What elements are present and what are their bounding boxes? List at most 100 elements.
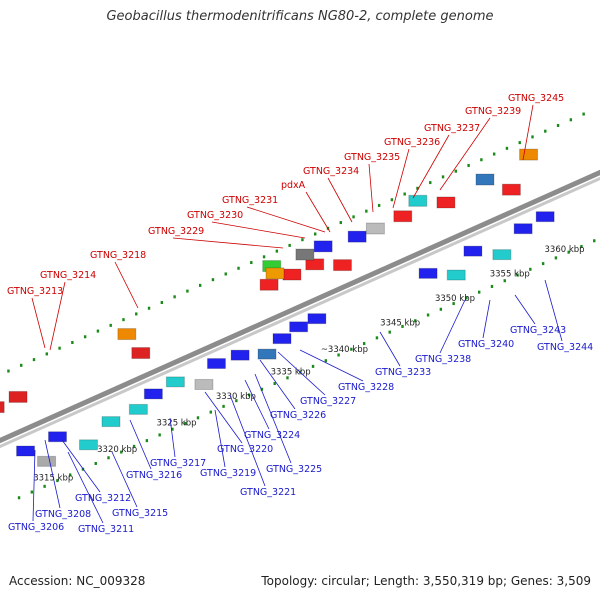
gene-leader — [44, 439, 61, 509]
upper-tick — [211, 278, 215, 282]
upper-tick — [58, 346, 61, 350]
gene-box — [265, 267, 285, 280]
gene-label: GTNG_3234 — [303, 166, 359, 177]
lower-tick — [171, 427, 174, 431]
gene-box — [16, 445, 36, 457]
gene-leader — [277, 351, 326, 396]
gene-leader — [514, 294, 536, 325]
gene-box — [365, 222, 385, 235]
gene-label: GTNG_3235 — [344, 152, 400, 163]
ruler-label: 3330 kbp — [216, 392, 256, 402]
lower-tick — [375, 336, 379, 340]
gene-box — [272, 333, 292, 345]
gene-leader — [379, 331, 401, 367]
gene-label: GTNG_3212 — [75, 493, 131, 504]
gene-box — [117, 328, 137, 341]
gene-box — [393, 210, 413, 223]
gene-label: GTNG_3214 — [40, 270, 96, 281]
gene-box — [48, 431, 68, 443]
gene-box — [194, 378, 214, 390]
upper-tick — [544, 129, 547, 133]
upper-tick — [160, 301, 164, 305]
upper-tick — [198, 283, 202, 287]
upper-tick — [403, 192, 406, 196]
lower-tick — [541, 262, 545, 266]
upper-tick — [186, 289, 189, 293]
gene-label: GTNG_3211 — [78, 524, 134, 535]
lower-tick — [362, 342, 366, 346]
lower-tick — [593, 239, 596, 243]
gene-leader — [229, 394, 266, 487]
gene-label: GTNG_3245 — [508, 93, 564, 104]
lower-tick — [120, 450, 123, 454]
gene-label: GTNG_3224 — [244, 430, 300, 441]
upper-tick — [250, 261, 253, 265]
lower-tick — [30, 490, 34, 494]
upper-tick — [224, 272, 227, 276]
lower-tick — [17, 496, 21, 500]
lower-tick — [196, 416, 200, 420]
upper-tick — [147, 306, 151, 310]
lower-tick — [68, 473, 72, 477]
lower-tick — [132, 444, 136, 448]
gene-box — [408, 194, 428, 207]
upper-tick — [480, 158, 483, 162]
upper-tick — [582, 112, 585, 116]
upper-tick — [454, 169, 458, 173]
lower-tick — [580, 244, 583, 248]
gene-box — [131, 347, 151, 360]
ruler-label: ~3340 kbp — [321, 345, 368, 355]
upper-tick — [237, 266, 240, 270]
gene-leader — [246, 206, 326, 233]
gene-label: GTNG_3217 — [150, 458, 206, 469]
backbone-shadow — [0, 176, 600, 449]
upper-tick — [518, 141, 521, 145]
gene-leader — [392, 148, 410, 209]
gene-box — [332, 259, 352, 272]
gene-box — [37, 455, 57, 467]
gene-box — [289, 321, 309, 333]
ruler-label: 3345 kbp — [380, 318, 420, 328]
gene-box — [165, 376, 185, 388]
upper-tick — [122, 318, 125, 322]
gene-leader — [111, 451, 138, 508]
lower-tick — [567, 250, 570, 254]
upper-tick — [173, 295, 176, 299]
gene-label: GTNG_3221 — [240, 487, 296, 498]
gene-box — [535, 211, 555, 223]
gene-label: GTNG_3218 — [90, 250, 146, 261]
upper-tick — [262, 255, 266, 259]
lower-tick — [490, 284, 494, 288]
gene-label: GTNG_3225 — [266, 464, 322, 475]
gene-leader — [254, 373, 292, 464]
upper-tick — [556, 123, 560, 127]
gene-box — [446, 269, 466, 281]
gene-leader — [327, 177, 353, 223]
upper-tick — [390, 198, 394, 202]
gene-leader — [204, 391, 243, 444]
gene-label: GTNG_3239 — [465, 106, 521, 117]
gene-leader — [299, 349, 364, 382]
upper-tick — [339, 221, 342, 225]
lower-tick — [554, 256, 558, 260]
gene-leader — [114, 261, 139, 309]
lower-tick — [426, 313, 430, 317]
upper-tick — [7, 369, 10, 373]
upper-tick — [20, 363, 23, 367]
lower-tick — [260, 387, 264, 391]
lower-tick — [388, 330, 391, 334]
gene-label: GTNG_3215 — [112, 508, 168, 519]
gene-label: GTNG_3206 — [8, 522, 64, 533]
gene-box — [436, 196, 456, 209]
lower-tick — [452, 302, 455, 306]
gene-box — [313, 240, 333, 253]
gene-label: GTNG_3236 — [384, 137, 440, 148]
upper-tick — [314, 232, 317, 236]
gene-box — [143, 388, 163, 400]
lower-tick — [529, 267, 532, 271]
lower-tick — [222, 404, 225, 408]
lower-tick — [235, 399, 238, 403]
gene-leader — [67, 451, 104, 524]
